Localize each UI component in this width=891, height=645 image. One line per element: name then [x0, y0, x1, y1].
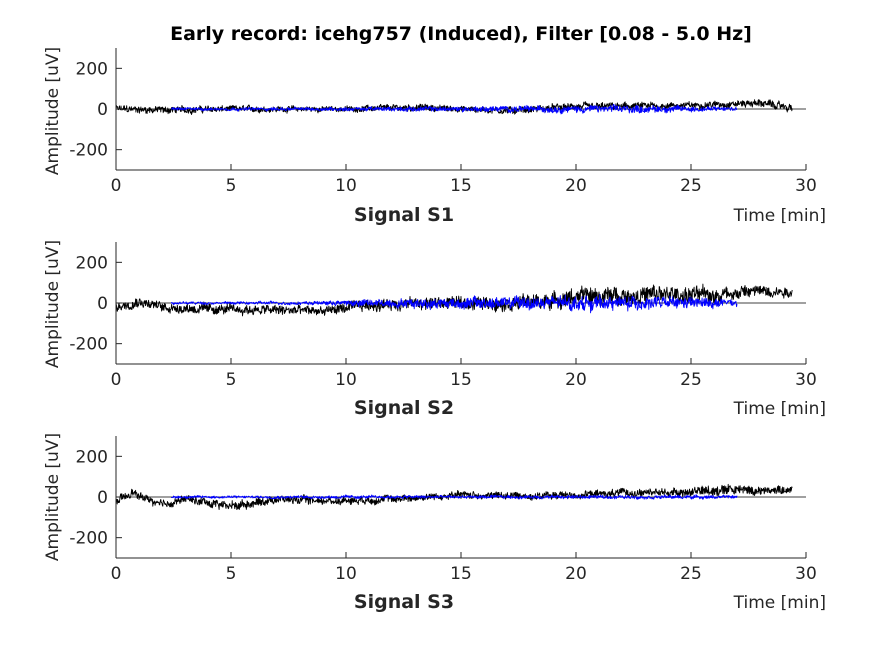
y-tick-label: -200: [69, 335, 108, 355]
x-tick-label: 25: [680, 564, 702, 584]
ylabel-s2: Amplitude [uV]: [43, 240, 63, 368]
series-line-overlay: [170, 494, 738, 500]
x-tick-label: 10: [335, 176, 357, 196]
x-tick-label: 0: [111, 176, 122, 196]
x-tick-label: 15: [450, 176, 472, 196]
x-tick-label: 25: [680, 370, 702, 390]
xlabel-s1: Time [min]: [733, 206, 826, 226]
y-tick-label: 0: [97, 488, 108, 508]
subplot-title-s3: Signal S3: [354, 591, 454, 613]
subplot-title-s1: Signal S1: [354, 204, 454, 226]
subplot-title-s2: Signal S2: [354, 397, 454, 419]
series-line-overlay: [170, 103, 738, 115]
x-tick-label: 5: [226, 370, 237, 390]
y-tick-label: 200: [76, 253, 108, 273]
series-line-raw: [115, 99, 793, 115]
x-tick-label: 5: [226, 564, 237, 584]
x-tick-label: 30: [795, 564, 817, 584]
y-tick-label: 200: [76, 59, 108, 79]
series-line-overlay: [170, 293, 738, 314]
y-tick-label: -200: [69, 141, 108, 161]
x-tick-label: 15: [450, 370, 472, 390]
x-tick-label: 20: [565, 370, 587, 390]
x-tick-label: 30: [795, 176, 817, 196]
series-line-raw: [115, 283, 793, 317]
ylabel-s3: Amplitude [uV]: [43, 433, 63, 561]
figure-title: Early record: icehg757 (Induced), Filter…: [170, 23, 752, 45]
xlabel-s3: Time [min]: [733, 593, 826, 613]
x-tick-label: 10: [335, 564, 357, 584]
y-tick-label: 0: [97, 100, 108, 120]
x-tick-label: 0: [111, 370, 122, 390]
ylabel-s1: Amplitude [uV]: [43, 47, 63, 175]
x-tick-label: 30: [795, 370, 817, 390]
x-tick-label: 25: [680, 176, 702, 196]
x-tick-label: 20: [565, 564, 587, 584]
x-tick-label: 0: [111, 564, 122, 584]
y-tick-label: -200: [69, 529, 108, 549]
xlabel-s2: Time [min]: [733, 399, 826, 419]
x-tick-label: 20: [565, 176, 587, 196]
y-tick-label: 0: [97, 294, 108, 314]
y-tick-label: 200: [76, 447, 108, 467]
x-tick-label: 15: [450, 564, 472, 584]
x-tick-label: 10: [335, 370, 357, 390]
x-tick-label: 5: [226, 176, 237, 196]
